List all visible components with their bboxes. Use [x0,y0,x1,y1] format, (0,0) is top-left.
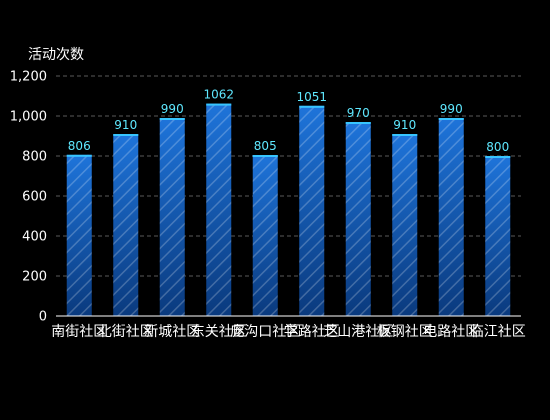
data-labels: 806 910 990 1062 805 1051 970 910 990 800 [68,88,509,154]
bar [485,156,511,316]
bar-cap [113,134,139,136]
y-tick-label: 400 [22,230,47,245]
category-label: 板钢社区 [377,324,433,340]
bar-hatch [392,134,418,316]
bar-cap [485,156,511,158]
bar-hatch [66,154,92,316]
bar-hatch [485,156,511,316]
y-tick-label: 1,000 [10,110,47,125]
category-label: 庞沟口社区 [230,324,300,340]
category-label: 南街社区 [51,324,107,340]
category-label: 新城社区 [144,324,200,340]
data-label: 806 [68,139,91,153]
y-axis-title: 活动次数 [28,47,84,63]
data-label: 990 [440,102,463,116]
y-axis-ticks: 0 200 400 600 800 1,000 1,200 [10,70,47,325]
y-tick-label: 200 [22,270,47,285]
data-label: 805 [254,139,277,153]
bar [113,134,139,316]
bar [252,155,278,316]
data-label: 1062 [203,88,234,102]
bar-hatch [159,118,185,316]
bar-hatch [438,118,464,316]
bar-hatch [345,122,371,316]
bar-cap [392,134,418,136]
data-label: 800 [486,140,509,154]
bar-cap [159,118,185,120]
data-label: 910 [393,118,416,132]
category-label: 北街社区 [98,324,154,340]
bar [299,105,325,316]
bars [66,103,511,316]
bar-hatch [252,155,278,316]
y-tick-label: 600 [22,190,47,205]
bar [392,134,418,316]
bar-hatch [206,103,232,316]
bar [345,122,371,316]
y-tick-label: 800 [22,150,47,165]
bar-cap [252,155,278,157]
bar-cap [299,105,325,108]
bar-cap [438,118,464,120]
bar-hatch [299,105,325,316]
bar-cap [66,154,92,157]
data-label: 1051 [296,90,327,104]
category-label: 电路社区 [423,324,479,340]
bar [159,118,185,316]
bar-hatch [113,134,139,316]
category-label: 芝山港社区 [323,324,393,340]
bar [438,118,464,316]
category-label: 临江社区 [470,324,526,340]
category-label: 东关社区 [191,324,247,340]
data-label: 990 [161,102,184,116]
bar-cap [345,122,371,124]
y-tick-label: 0 [39,310,47,325]
y-tick-label: 1,200 [10,70,47,85]
bar [66,154,92,316]
x-axis-labels: 南街社区北街社区新城社区东关社区庞沟口社区学路社区芝山港社区板钢社区电路社区临江… [51,324,526,340]
category-label: 学路社区 [284,324,340,340]
data-label: 970 [347,106,370,120]
bar-cap [206,103,232,106]
bar [206,103,232,316]
data-label: 910 [114,118,137,132]
